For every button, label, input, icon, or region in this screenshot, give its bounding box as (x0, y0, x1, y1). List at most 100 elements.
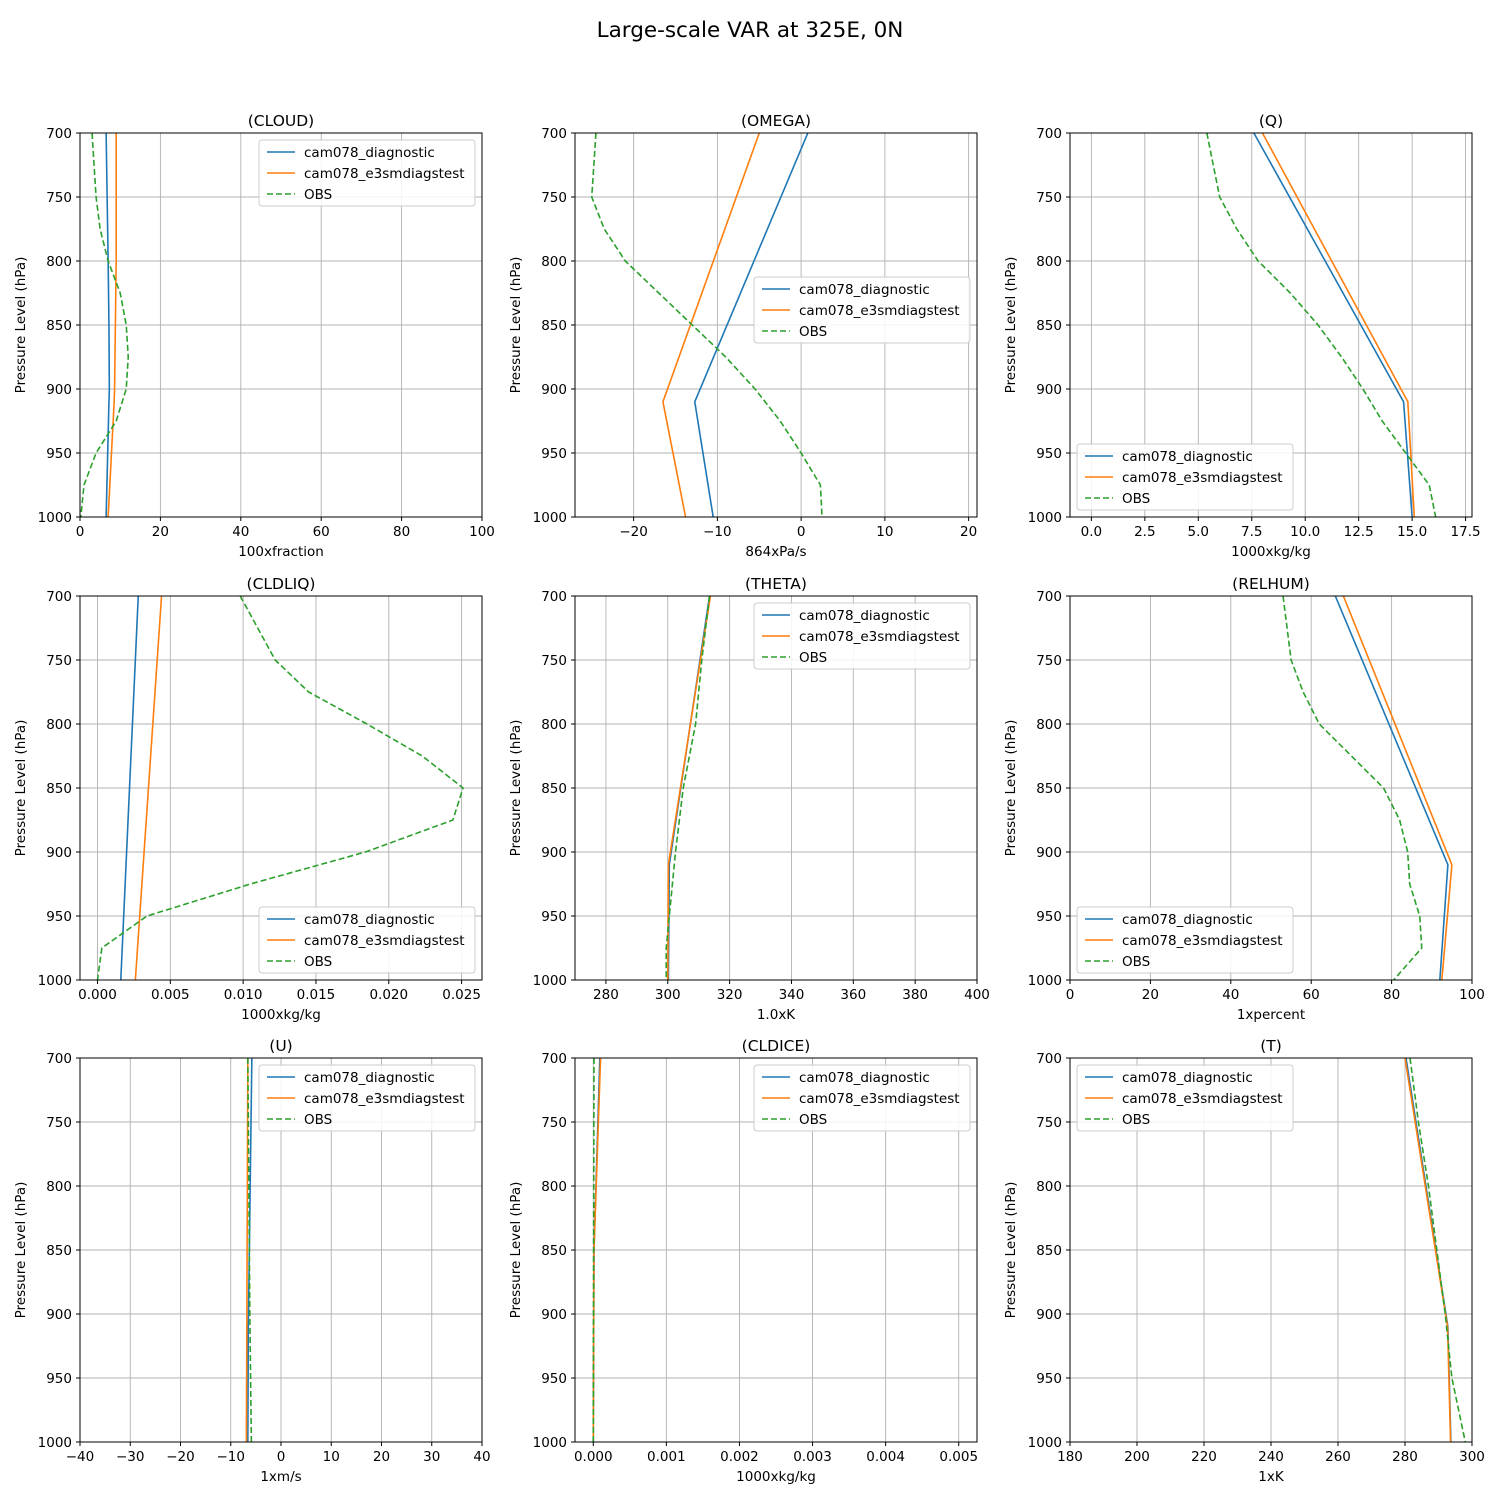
legend-box (753, 1064, 971, 1132)
y-tick-label: 950 (1036, 1371, 1062, 1387)
y-tick-label: 900 (46, 1307, 72, 1323)
x-tick-label: −10 (217, 1449, 246, 1465)
y-tick-label: 950 (541, 446, 567, 462)
series-group (592, 1058, 602, 1442)
series-line-diag (1334, 596, 1449, 980)
x-tick-label: 2.5 (1134, 524, 1155, 540)
x-tick-label: 380 (902, 987, 928, 1003)
panel-title: (Q) (1259, 112, 1283, 130)
y-tick-label: 700 (541, 589, 567, 605)
x-tick-label: 0 (277, 1449, 286, 1465)
y-axis-label: Pressure Level (hPa) (1003, 1182, 1019, 1319)
x-tick-label: 0 (76, 524, 85, 540)
x-tick-label: 0.001 (647, 1449, 686, 1465)
y-tick-label: 700 (46, 1051, 72, 1067)
legend-label: cam078_e3smdiagstest (799, 1091, 960, 1107)
legend-label: cam078_diagnostic (1122, 449, 1253, 465)
x-tick-label: 0.020 (369, 987, 408, 1003)
legend: cam078_diagnostic cam078_e3smdiagstest OBS (258, 906, 476, 974)
series-line-obs (590, 133, 823, 517)
panel-q: 0.0 2.5 5.0 7.5 10.0 12.5 15.0 17.5 700 750 800 850… (1003, 112, 1481, 560)
legend-label: cam078_e3smdiagstest (1122, 470, 1283, 486)
series-line-obs (1282, 596, 1423, 980)
legend-label: cam078_e3smdiagstest (304, 1091, 465, 1107)
legend-label: OBS (1122, 1112, 1150, 1128)
panel-title: (THETA) (745, 575, 807, 593)
panel-t: 180 200 220 240 260 280 300 700 750 800 850 900 950 1… (1003, 1037, 1485, 1485)
y-tick-label: 950 (46, 909, 72, 925)
x-tick-label: 12.5 (1344, 524, 1374, 540)
series-line-diag (105, 133, 111, 517)
legend-box (258, 139, 476, 207)
x-tick-label: 300 (1459, 1449, 1485, 1465)
y-axis-label: Pressure Level (hPa) (508, 1182, 524, 1319)
legend-box (1076, 1064, 1294, 1132)
y-tick-label: 1000 (38, 973, 72, 989)
legend-label: OBS (304, 954, 332, 970)
y-tick-label: 800 (541, 1179, 567, 1195)
series-group (80, 133, 130, 517)
panels: 0 20 40 60 80 1007007508008509009501000(CLOUD… (13, 112, 1485, 1485)
series-group (1206, 133, 1437, 517)
y-tick-label: 1000 (38, 510, 72, 526)
x-tick-label: −20 (166, 1449, 195, 1465)
y-tick-label: 700 (46, 126, 72, 142)
legend-box (258, 906, 476, 974)
series-group (1404, 1058, 1467, 1442)
y-tick-label: 850 (541, 781, 567, 797)
panel-theta: 280 300 320 340 360 380 400 700 750 800 850 900 950 1… (508, 575, 990, 1023)
legend-label: cam078_diagnostic (799, 1070, 930, 1086)
legend-label: cam078_e3smdiagstest (304, 933, 465, 949)
panel-title: (CLDICE) (742, 1037, 811, 1055)
x-tick-label: 220 (1191, 1449, 1217, 1465)
y-tick-label: 750 (1036, 653, 1062, 669)
x-tick-label: 0.000 (78, 987, 117, 1003)
legend: cam078_diagnostic cam078_e3smdiagstest OBS (258, 1064, 476, 1132)
figure-title: Large-scale VAR at 325E, 0N (597, 18, 904, 43)
x-tick-label: 80 (1383, 987, 1400, 1003)
legend-label: cam078_diagnostic (799, 608, 930, 624)
y-tick-label: 900 (1036, 382, 1062, 398)
legend-label: cam078_diagnostic (1122, 912, 1253, 928)
x-tick-label: 17.5 (1451, 524, 1481, 540)
legend-box (753, 276, 971, 344)
series-group (1282, 596, 1453, 980)
y-tick-label: 800 (541, 254, 567, 270)
series-line-obs (96, 596, 464, 980)
y-tick-label: 800 (541, 717, 567, 733)
x-tick-label: 0 (797, 524, 806, 540)
y-axis-label: Pressure Level (hPa) (13, 1182, 29, 1319)
y-tick-label: 750 (1036, 1115, 1062, 1131)
y-tick-label: 800 (1036, 717, 1062, 733)
panel-u: −40 −30 −20 −10 0 10 20 30 40 700 750 800 850 900 950 1… (13, 1037, 491, 1485)
series-line-obs (1409, 1058, 1467, 1442)
x-axis-label: 1xK (1258, 1469, 1285, 1485)
x-axis-label: 1000xkg/kg (736, 1469, 816, 1485)
x-tick-label: −40 (66, 1449, 95, 1465)
x-tick-label: 20 (960, 524, 977, 540)
x-tick-label: 60 (313, 524, 330, 540)
series-line-test (107, 133, 117, 517)
y-tick-label: 850 (541, 1243, 567, 1259)
x-tick-label: 10 (876, 524, 893, 540)
series-line-diag (247, 1058, 253, 1442)
x-tick-label: 0.004 (866, 1449, 905, 1465)
x-tick-label: 260 (1325, 1449, 1351, 1465)
x-axis-label: 1xpercent (1237, 1007, 1305, 1023)
legend-box (1076, 906, 1294, 974)
x-tick-label: 20 (152, 524, 169, 540)
legend: cam078_diagnostic cam078_e3smdiagstest OBS (753, 276, 971, 344)
y-tick-label: 850 (46, 318, 72, 334)
x-axis-label: 100xfraction (238, 544, 324, 560)
x-tick-label: 80 (393, 524, 410, 540)
x-tick-label: 340 (779, 987, 805, 1003)
panel-cloud: 0 20 40 60 80 100 700 750 800 850 900 950 1000 (CLOUD… (13, 112, 495, 560)
legend: cam078_diagnostic cam078_e3smdiagstest OBS (258, 139, 476, 207)
x-tick-label: 60 (1303, 987, 1320, 1003)
x-tick-label: 0.003 (793, 1449, 832, 1465)
x-tick-label: 400 (964, 987, 990, 1003)
x-tick-label: 30 (423, 1449, 440, 1465)
series-line-obs (80, 133, 130, 517)
x-tick-label: 180 (1057, 1449, 1083, 1465)
x-tick-label: 0.0 (1081, 524, 1102, 540)
